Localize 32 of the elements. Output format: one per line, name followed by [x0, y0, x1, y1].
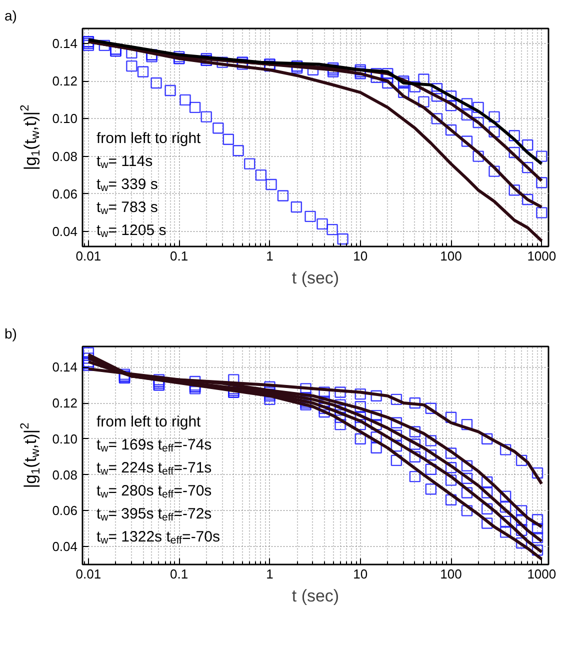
x-tick-label: 0.1	[170, 566, 188, 582]
y-tick-label: 0.10	[52, 431, 78, 446]
annotation: from left to right	[96, 130, 202, 147]
x-axis-title: t (sec)	[292, 268, 340, 288]
y-tick-label: 0.12	[52, 74, 78, 89]
x-tick-label: 1	[266, 248, 274, 264]
x-axis-title: t (sec)	[292, 586, 340, 606]
x-tick-label: 1000	[527, 566, 556, 582]
y-tick-label: 0.12	[52, 396, 78, 411]
annotation: from left to right	[96, 413, 202, 430]
x-tick-label: 0.01	[76, 566, 102, 582]
y-tick-label: 0.08	[52, 467, 78, 482]
x-tick-label: 1000	[527, 248, 556, 264]
y-tick-label: 0.14	[52, 36, 78, 52]
y-tick-label: 0.08	[52, 148, 78, 164]
x-tick-label: 0.1	[170, 248, 188, 264]
y-tick-label: 0.10	[52, 111, 78, 126]
x-tick-label: 10	[353, 248, 368, 264]
x-tick-label: 100	[440, 566, 462, 582]
chart-title: b)	[4, 326, 17, 342]
y-axis-title: |g1(tw,t)|2	[18, 422, 42, 488]
y-axis-title: |g1(tw,t)|2	[18, 104, 42, 170]
chart-title: a)	[4, 8, 17, 24]
y-tick-label: 0.14	[52, 360, 78, 375]
x-tick-label: 0.01	[76, 248, 102, 264]
y-tick-label: 0.06	[52, 186, 78, 202]
y-tick-label: 0.06	[52, 503, 78, 518]
y-tick-label: 0.04	[52, 539, 78, 554]
x-tick-label: 1	[266, 566, 274, 582]
y-tick-label: 0.04	[52, 224, 78, 239]
x-tick-label: 100	[440, 248, 462, 264]
x-tick-label: 10	[353, 566, 368, 582]
